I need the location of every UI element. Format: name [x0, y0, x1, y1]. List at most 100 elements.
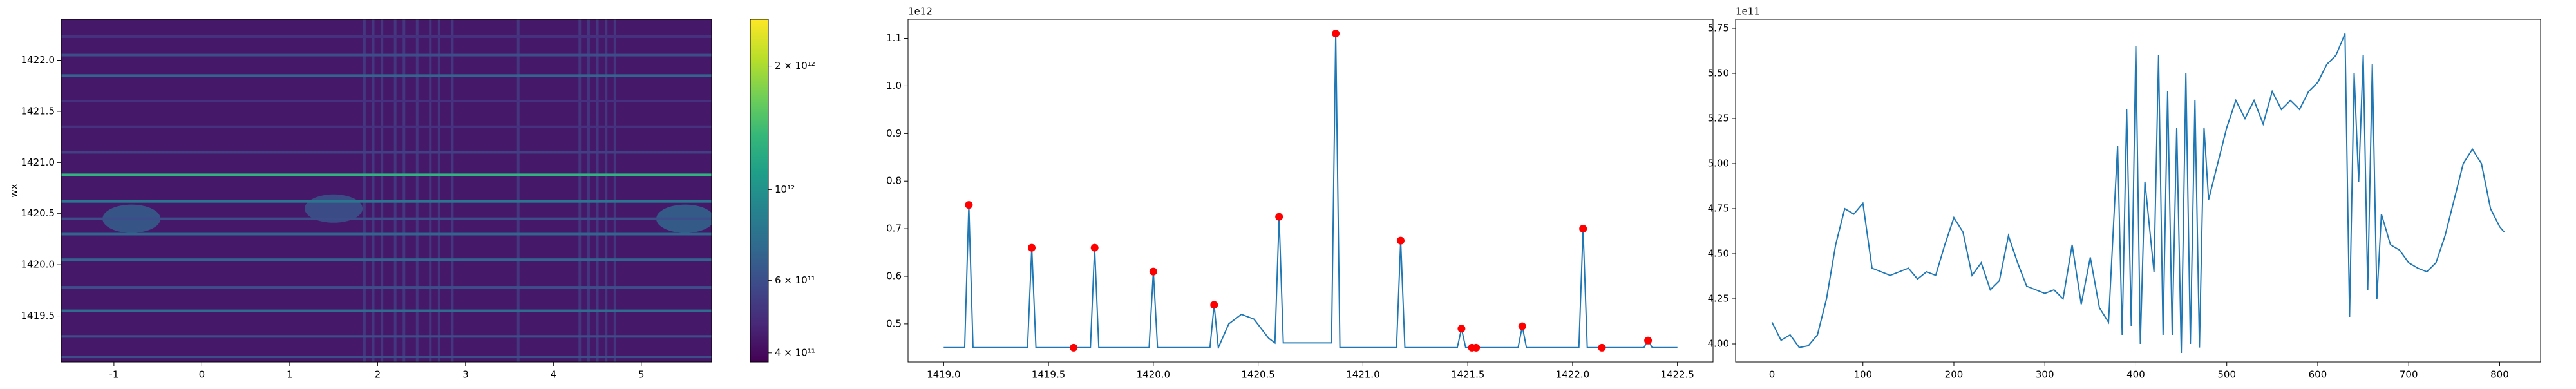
- x-tick-label: 200: [1945, 369, 1964, 381]
- heatmap-stripe: [415, 19, 419, 362]
- y-tick-label: 1420.5: [21, 207, 55, 219]
- x-tick-label: 2: [375, 369, 381, 381]
- y-tick-label: 0.9: [886, 128, 902, 139]
- heatmap-line: [61, 74, 712, 77]
- heatmap-line: [61, 356, 712, 359]
- heatmap-stripe: [587, 19, 590, 362]
- x-tick-label: 600: [2309, 369, 2327, 381]
- x-tick-label: 1419.5: [1032, 369, 1066, 381]
- heatmap-stripe: [516, 19, 520, 362]
- heatmap-line: [61, 173, 712, 176]
- x-tick-label: 1420.0: [1137, 369, 1171, 381]
- peak-marker: [1396, 236, 1405, 245]
- heatmap-line: [61, 100, 712, 103]
- heatmap-line: [61, 151, 712, 154]
- y-tick-label: 4.50: [1708, 248, 1729, 260]
- x-tick-label: 5: [638, 369, 645, 381]
- heatmap-line: [61, 232, 712, 236]
- y-tick-label: 4.75: [1708, 203, 1729, 214]
- heatmap: [61, 19, 712, 362]
- heatmap-line: [61, 335, 712, 338]
- y-tick-label: 0.8: [886, 175, 902, 187]
- colorbar-tick-label: 6 × 10¹¹: [775, 274, 815, 286]
- y-tick-label: 0.7: [886, 223, 902, 234]
- x-tick-label: 1421.5: [1451, 369, 1485, 381]
- line: [1771, 33, 2505, 354]
- colorbar: [750, 19, 769, 363]
- x-tick-label: 0: [1769, 369, 1776, 381]
- peak-marker: [1579, 225, 1587, 233]
- x-tick-label: 1419.0: [927, 369, 961, 381]
- heatmap-stripe: [429, 19, 432, 362]
- line: [943, 33, 1678, 350]
- peak-marker: [1472, 343, 1481, 352]
- heatmap-line: [61, 258, 712, 261]
- heatmap-stripe: [393, 19, 397, 362]
- y-axis-label: wx: [8, 184, 20, 197]
- y-tick-label: 1421.5: [21, 105, 55, 117]
- peak-marker: [1457, 325, 1466, 333]
- colorbar-tick-label: 4 × 10¹¹: [775, 346, 815, 358]
- x-tick-label: 1422.0: [1556, 369, 1590, 381]
- x-tick-label: 500: [2217, 369, 2236, 381]
- x-tick-label: 700: [2400, 369, 2418, 381]
- y-tick-label: 1419.5: [21, 310, 55, 321]
- y-tick-label: 0.5: [886, 318, 902, 329]
- heatmap-line: [61, 200, 712, 203]
- x-tick-label: -1: [109, 369, 118, 381]
- heatmap-stripe: [596, 19, 599, 362]
- heatmap-line: [61, 35, 712, 38]
- peak-marker: [965, 201, 973, 209]
- heatmap-stripe: [363, 19, 366, 362]
- y-tick-label: 0.6: [886, 270, 902, 282]
- y-tick-label: 5.75: [1708, 23, 1729, 34]
- colorbar-tick-label: 10¹²: [775, 184, 795, 195]
- axes-frame: [907, 19, 1714, 363]
- peak-marker: [1028, 243, 1036, 252]
- heatmap-stripe: [402, 19, 406, 362]
- heatmap-line: [61, 309, 712, 312]
- y-tick-label: 1.1: [886, 32, 902, 44]
- x-tick-label: 4: [551, 369, 557, 381]
- heatmap-stripe: [605, 19, 608, 362]
- peak-marker: [1275, 213, 1283, 221]
- offset-label: 1e12: [908, 6, 933, 17]
- x-tick-label: 1422.5: [1660, 369, 1694, 381]
- axes-frame: [1735, 19, 2541, 363]
- y-tick-label: 1420.0: [21, 259, 55, 270]
- peak-marker: [1332, 30, 1340, 38]
- peak-marker: [1598, 343, 1606, 352]
- peak-marker: [1070, 343, 1078, 352]
- x-tick-label: 300: [2036, 369, 2054, 381]
- offset-label: 1e11: [1736, 6, 1760, 17]
- axes-frame: [61, 19, 712, 363]
- peak-marker: [1090, 243, 1099, 252]
- heatmap-stripe: [381, 19, 384, 362]
- x-tick-label: 3: [462, 369, 469, 381]
- x-tick-label: 400: [2126, 369, 2145, 381]
- heatmap-line: [61, 286, 712, 289]
- heatmap-stripe: [578, 19, 582, 362]
- y-tick-label: 5.25: [1708, 113, 1729, 124]
- heatmap-line: [61, 217, 712, 220]
- peak-marker: [1644, 336, 1653, 345]
- heatmap-stripe: [613, 19, 616, 362]
- y-tick-label: 1.0: [886, 80, 902, 91]
- heatmap-stripe: [451, 19, 454, 362]
- x-tick-label: 1: [287, 369, 293, 381]
- heatmap-line: [61, 125, 712, 128]
- y-tick-label: 4.00: [1708, 338, 1729, 350]
- y-tick-label: 1421.0: [21, 157, 55, 168]
- x-tick-label: 800: [2490, 369, 2509, 381]
- heatmap-line: [61, 53, 712, 57]
- x-tick-label: 1420.5: [1241, 369, 1275, 381]
- y-tick-label: 5.50: [1708, 68, 1729, 79]
- heatmap-stripe: [437, 19, 440, 362]
- peak-marker: [1210, 301, 1218, 309]
- y-tick-label: 5.00: [1708, 158, 1729, 169]
- y-tick-label: 1422.0: [21, 54, 55, 66]
- x-tick-label: 100: [1853, 369, 1872, 381]
- peak-marker: [1149, 267, 1157, 276]
- y-tick-label: 4.25: [1708, 293, 1729, 305]
